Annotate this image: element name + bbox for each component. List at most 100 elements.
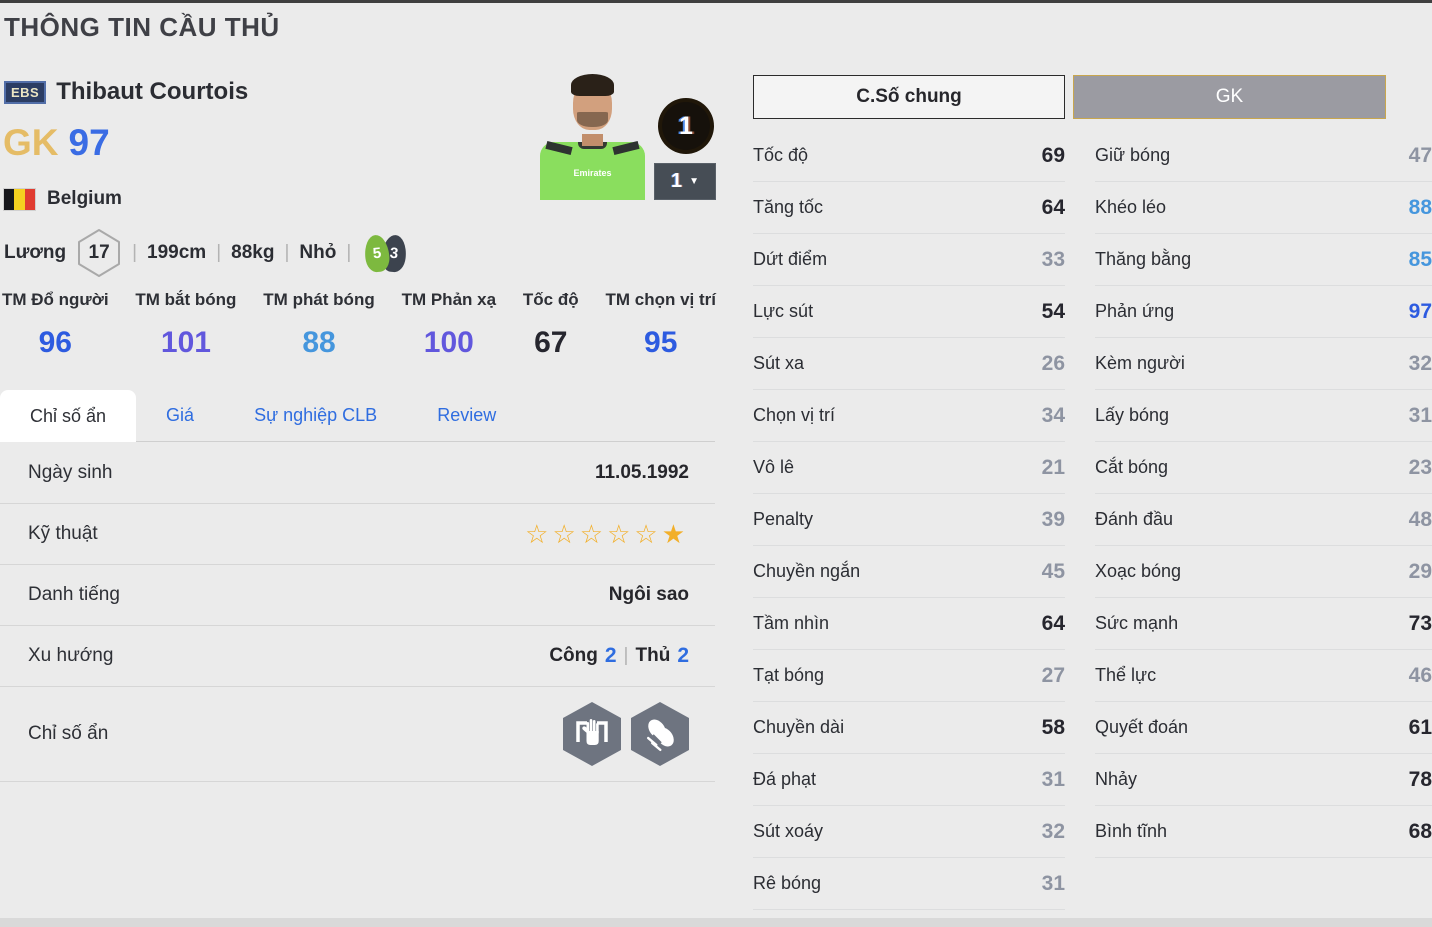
stat-label: Rê bóng: [753, 873, 822, 893]
tab-active[interactable]: Chỉ số ẩn: [0, 390, 137, 442]
stat-label: Đá phạt: [753, 769, 817, 789]
page-title: THÔNG TIN CẦU THỦ: [4, 12, 280, 42]
stat-row: Sút xoáy 32: [753, 806, 1065, 858]
stat-label: Sút xoáy: [753, 821, 824, 841]
stat-row: Bình tĩnh 68: [1095, 806, 1432, 858]
key-stat: TM bắt bóng 101: [135, 290, 236, 360]
stat-label: Quyết đoán: [1095, 717, 1189, 737]
stat-row: Tăng tốc 64: [753, 182, 1065, 234]
goalkeeper-catch-icon[interactable]: [563, 702, 621, 766]
stat-value: 33: [1041, 247, 1065, 271]
general-stats-button[interactable]: C.Số chung: [753, 75, 1065, 119]
stat-value: 21: [1041, 455, 1065, 479]
stat-label: Đánh đầu: [1095, 509, 1174, 529]
key-stat-value: 67: [534, 326, 568, 359]
stats-column-gk: Giữ bóng 47 Khéo léo 88 Thăng bằng 85 Phản ứng…: [1095, 130, 1432, 858]
chevron-down-icon: ▼: [689, 176, 700, 187]
stat-value: 46: [1408, 663, 1432, 687]
stat-value: 32: [1408, 351, 1432, 375]
stat-label: Penalty: [753, 509, 814, 529]
stat-row: Nhảy 78: [1095, 754, 1432, 806]
stat-label: Tốc độ: [753, 145, 809, 165]
key-stat: TM chọn vị trí 95: [605, 290, 716, 360]
stat-label: Chuyền dài: [753, 717, 845, 737]
stat-value: 85: [1408, 247, 1432, 271]
stat-value: 27: [1041, 663, 1065, 687]
stat-row: Lực sút 54: [753, 286, 1065, 338]
player-body-type: Nhỏ: [299, 242, 337, 263]
key-stat-value: 95: [644, 326, 678, 359]
key-stat-value: 96: [38, 326, 72, 359]
stat-row: Giữ bóng 47: [1095, 130, 1432, 182]
stat-value: 39: [1041, 507, 1065, 531]
info-row-label: Ngày sinh: [28, 462, 113, 483]
stat-value: 61: [1408, 715, 1432, 739]
stat-label: Tạt bóng: [753, 665, 825, 685]
upgrade-level-badge: 1: [662, 102, 710, 150]
defense-tendency-value: 2: [677, 644, 689, 667]
key-stats-row: TM Đổ người 96 TM bắt bóng 101 TM phát bóng 8…: [2, 290, 716, 360]
foot-skill-icons: 5 3: [363, 233, 409, 273]
salary-value: 17: [88, 242, 110, 263]
stat-value: 31: [1408, 403, 1432, 427]
skill-star-rating: ☆☆☆☆☆★: [525, 519, 689, 550]
key-stat-label: TM chọn vị trí: [605, 290, 716, 309]
info-row: Xu hướng Công 2 | Thủ 2: [0, 626, 715, 687]
stat-row: Lấy bóng 31: [1095, 390, 1432, 442]
stat-value: 54: [1041, 299, 1065, 323]
info-row-label: Danh tiếng: [28, 584, 120, 605]
stat-label: Chuyền ngắn: [753, 561, 861, 581]
gk-stats-button[interactable]: GK: [1073, 75, 1386, 119]
stat-row: Cắt bóng 23: [1095, 442, 1432, 494]
player-nation-row: Belgium: [4, 188, 122, 210]
stat-value: 29: [1408, 559, 1432, 583]
stat-row: Tầm nhìn 64: [753, 598, 1065, 650]
stat-row: Phản ứng 97: [1095, 286, 1432, 338]
level-select-dropdown[interactable]: 1 ▼: [654, 163, 716, 200]
tab-link[interactable]: Sự nghiệp CLB: [254, 405, 378, 425]
stat-row: Vô lê 21: [753, 442, 1065, 494]
player-name: Thibaut Courtois: [56, 78, 249, 105]
key-stat: TM Đổ người 96: [2, 290, 109, 360]
info-row-value: 11.05.1992: [594, 462, 689, 483]
info-row-label: Chỉ số ẩn: [28, 723, 109, 744]
stat-label: Bình tĩnh: [1095, 821, 1168, 841]
salary-label: Lương: [4, 242, 67, 263]
tab-link[interactable]: Giá: [166, 405, 195, 425]
belgium-flag-icon: [4, 188, 35, 210]
stat-row: Thể lực 46: [1095, 650, 1432, 702]
stat-label: Tầm nhìn: [753, 613, 830, 633]
key-stat-value: 100: [423, 326, 474, 359]
level-select-value: 1: [670, 170, 683, 192]
defense-tendency-label: Thủ: [635, 645, 671, 666]
key-stat-label: TM Đổ người: [2, 290, 109, 309]
tab-link[interactable]: Review: [437, 405, 497, 425]
ebs-badge: EBS: [4, 80, 47, 104]
stat-label: Xoạc bóng: [1095, 561, 1182, 581]
stat-label: Chọn vị trí: [753, 405, 836, 425]
stat-row: Thăng bằng 85: [1095, 234, 1432, 286]
salary-hexagon: 17: [76, 228, 122, 278]
stat-value: 68: [1408, 819, 1432, 843]
stat-label: Lực sút: [753, 301, 814, 321]
key-stat-label: TM Phản xạ: [401, 290, 497, 309]
info-row: Danh tiếng Ngôi sao: [0, 565, 715, 626]
stat-row: Tạt bóng 27: [753, 650, 1065, 702]
goalkeeper-gloves-icon[interactable]: [631, 702, 689, 766]
hidden-stats-table: Ngày sinh 11.05.1992 Kỹ thuật ☆☆☆☆☆★ Danh ti…: [0, 443, 715, 782]
player-overall-rating: 97: [68, 122, 110, 163]
stat-label: Giữ bóng: [1095, 145, 1171, 165]
stat-row: Chuyền dài 58: [753, 702, 1065, 754]
star-empty-icon: ☆: [579, 518, 608, 549]
stat-label: Lấy bóng: [1095, 405, 1170, 425]
info-row: Chỉ số ẩn: [0, 687, 715, 782]
key-stat-value: 101: [160, 326, 211, 359]
stat-label: Sút xa: [753, 353, 805, 373]
player-meta-row: Lương 17 | 199cm | 88kg | Nhỏ | 5 3: [4, 228, 409, 278]
stat-value: 26: [1041, 351, 1065, 375]
tab-bar: Chỉ số ẩn Giá Sự nghiệp CLB Review: [0, 390, 715, 442]
stat-row: Khéo léo 88: [1095, 182, 1432, 234]
stat-value: 48: [1408, 507, 1432, 531]
stat-value: 47: [1408, 143, 1432, 167]
info-row-label: Xu hướng: [28, 645, 114, 666]
